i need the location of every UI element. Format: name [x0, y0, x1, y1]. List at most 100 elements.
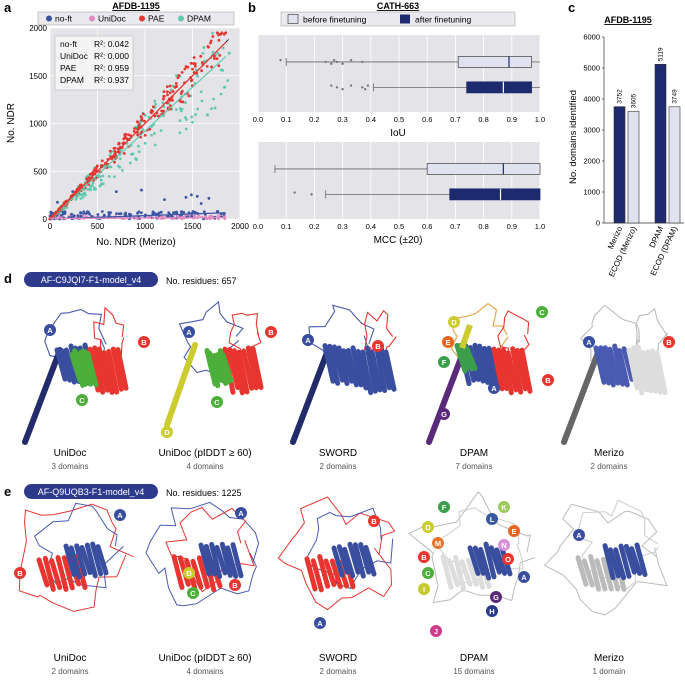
- box-x-tick-label: 0.5: [394, 115, 404, 124]
- domain-count-d: 2 domains: [320, 462, 357, 471]
- bar-y-tick-label: 4000: [583, 95, 600, 104]
- panel-d-letter: d: [4, 271, 12, 286]
- box-x-tick-label: 0.1: [281, 222, 291, 231]
- residues-e: No. residues: 1225: [166, 488, 242, 498]
- helix-core-b: [49, 558, 63, 590]
- point-no-ft: [216, 209, 220, 213]
- structure-e-5: A: [543, 499, 668, 616]
- point-dpam: [196, 74, 200, 78]
- bar-value-label: 5119: [658, 47, 665, 61]
- bar: [668, 106, 681, 224]
- protein-id-d: AF-C9JQI7-F1-model_v4: [41, 275, 142, 285]
- legend-label-dpam: DPAM: [187, 14, 211, 24]
- domain-badge: [518, 571, 530, 583]
- helix-domain-b: [383, 349, 397, 392]
- bar-value-label: 3605: [631, 93, 638, 108]
- point-pae: [157, 114, 160, 118]
- helix-core-a: [336, 544, 350, 575]
- long-helix: [561, 347, 602, 445]
- helix-domain-c: [215, 352, 229, 386]
- box-x-tick-label: 0.2: [309, 115, 319, 124]
- helix-domain-b: [92, 345, 106, 395]
- point-pae: [92, 169, 96, 173]
- point-dpam: [74, 197, 78, 201]
- domain-badge-label: B: [375, 342, 381, 351]
- bar-title: AFDB-1195: [604, 15, 652, 25]
- domain-badge: [422, 521, 434, 533]
- domain-badge: [422, 567, 434, 579]
- point-dpam: [184, 101, 187, 105]
- helix-core-a: [352, 542, 366, 579]
- helix-domain-b: [369, 349, 383, 393]
- bar: [613, 106, 626, 224]
- domain-badge: [486, 513, 498, 525]
- point-dpam: [99, 178, 103, 182]
- bar-y-tick-label: 0: [596, 219, 600, 228]
- point-pae: [137, 126, 140, 129]
- point-pae: [192, 56, 196, 59]
- point-pae: [191, 67, 194, 71]
- point-dpam: [223, 85, 227, 89]
- point-dpam: [199, 90, 203, 94]
- legend-swatch-before: [287, 14, 299, 24]
- helix-core-b: [453, 555, 467, 592]
- helix-domain-a: [616, 348, 630, 388]
- point-no-ft: [128, 212, 131, 216]
- domain-count-e: 15 domains: [453, 667, 494, 676]
- legend-marker-pae: [139, 15, 145, 22]
- helix-domain-b: [500, 347, 514, 396]
- helix-domain-a: [593, 345, 607, 385]
- structure-e-1: AB: [14, 502, 135, 612]
- bar-y-tick-label: 1000: [583, 188, 600, 197]
- helix-domain-b: [110, 346, 124, 392]
- point-unidoc: [193, 214, 196, 218]
- helix-domain-a: [54, 347, 68, 382]
- point-no-ft: [114, 190, 118, 193]
- point-no-ft: [167, 211, 171, 215]
- long-helix: [22, 347, 63, 445]
- box-outlier-before: [332, 58, 336, 62]
- domain-badge: [183, 567, 195, 579]
- r2-name-pae: PAE: [60, 63, 77, 73]
- fit-line-unidoc: [49, 217, 226, 220]
- domain-count-e: 4 domains: [187, 667, 224, 676]
- point-pae: [200, 69, 203, 73]
- helix-domain-b: [635, 344, 649, 393]
- scatter-ylabel: No. NDR: [6, 103, 17, 143]
- structure-d-4: A B C D E F G: [426, 302, 554, 445]
- box-outlier-before: [335, 60, 339, 64]
- panel-b-letter: b: [248, 0, 256, 15]
- point-pae: [161, 97, 165, 101]
- domain-badge: [486, 605, 498, 617]
- helix-core-a: [209, 541, 223, 579]
- domain-badge-label: A: [186, 328, 192, 337]
- box-outlier-before: [349, 58, 353, 62]
- helix-domain-a: [472, 342, 486, 384]
- bar: [654, 64, 667, 224]
- helix-domain-b: [491, 346, 505, 392]
- point-no-ft: [100, 210, 104, 213]
- domain-badge-label: C: [79, 396, 85, 405]
- box-outlier-before: [279, 58, 282, 62]
- point-pae: [162, 95, 166, 98]
- box-outlier-before: [361, 60, 364, 64]
- domain-badge: [229, 579, 241, 591]
- helix-domain-c: [85, 351, 99, 388]
- domain-badge: [235, 507, 247, 519]
- point-unidoc: [176, 214, 180, 218]
- point-dpam: [118, 165, 122, 169]
- helix-domain-a: [341, 348, 355, 384]
- domain-badge: [488, 382, 500, 394]
- domain-badge-label: C: [425, 569, 431, 578]
- point-pae: [153, 114, 157, 118]
- bar-y-tick-label: 5000: [583, 64, 600, 73]
- helix-core-b: [55, 555, 69, 592]
- domain-count-d: 7 domains: [456, 462, 493, 471]
- helix-domain-b: [654, 350, 668, 396]
- domain-count-e: 2 domains: [320, 667, 357, 676]
- y-tick-label: 500: [34, 167, 48, 176]
- r2-name-no-ft: no-ft: [60, 39, 78, 49]
- point-no-ft: [159, 210, 163, 214]
- helix-core-b: [61, 555, 75, 591]
- point-dpam: [153, 143, 157, 147]
